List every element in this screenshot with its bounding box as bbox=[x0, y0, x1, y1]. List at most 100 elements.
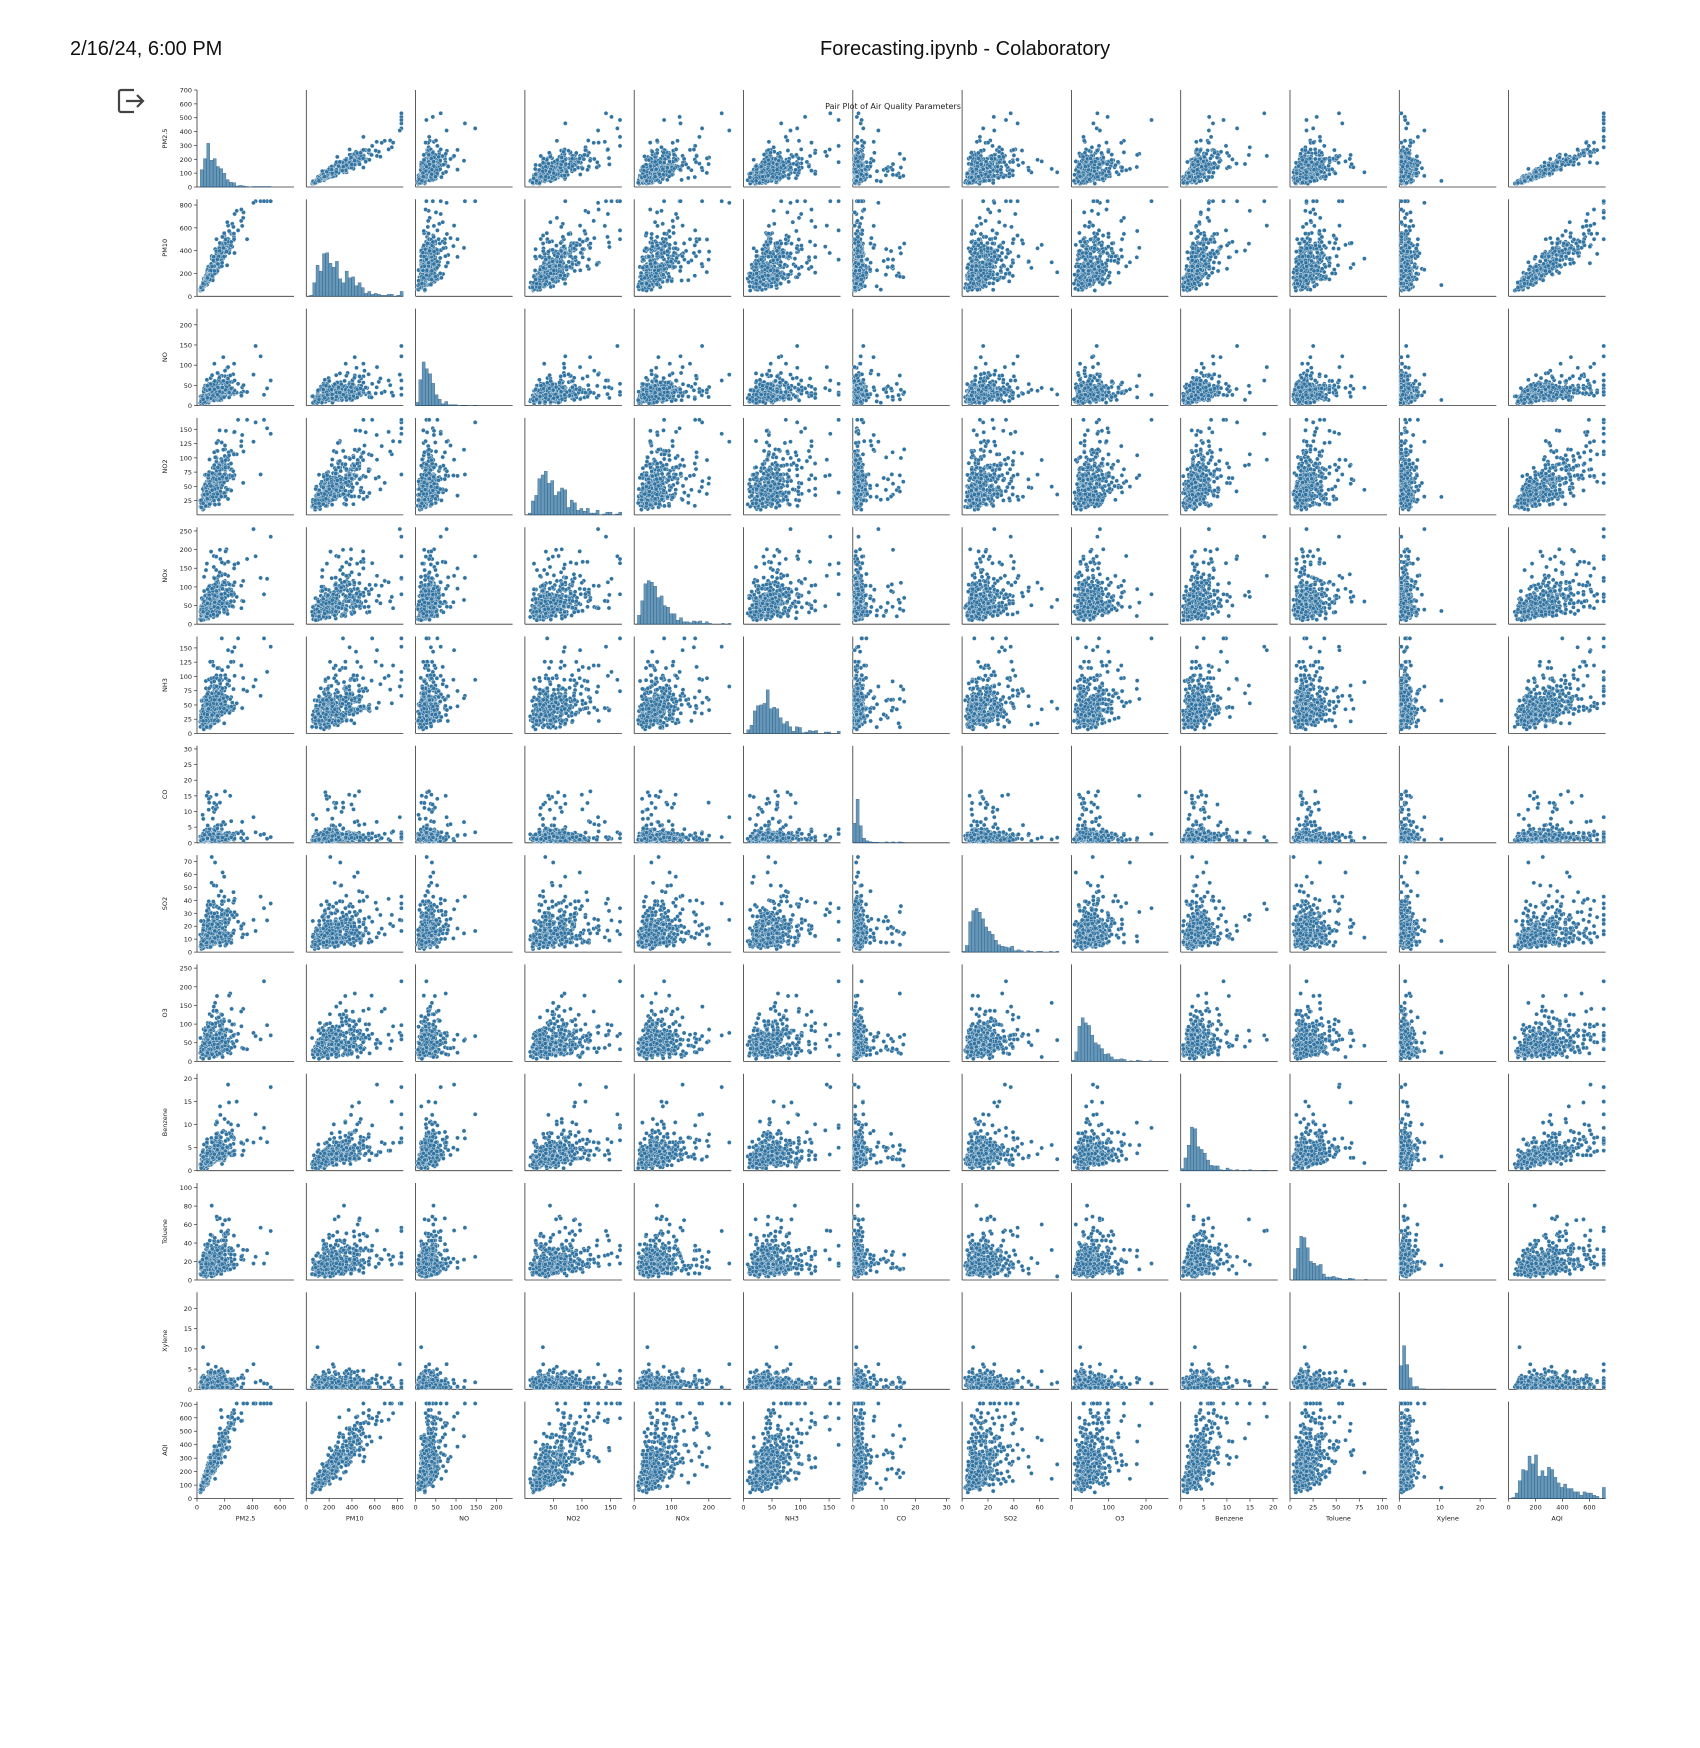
histogram-bar bbox=[239, 185, 242, 187]
scatter-point bbox=[370, 144, 374, 148]
histogram-bar bbox=[229, 182, 232, 187]
scatter-point bbox=[398, 128, 402, 132]
scatter-point bbox=[399, 111, 403, 115]
scatter-point bbox=[431, 151, 435, 155]
y-tick-label: 100 bbox=[180, 170, 192, 178]
scatter-point bbox=[563, 173, 567, 177]
scatter-point bbox=[552, 171, 556, 175]
y-tick-label: 300 bbox=[180, 142, 192, 150]
scatter-point bbox=[424, 165, 428, 169]
scatter-point bbox=[338, 160, 342, 164]
scatter-point bbox=[533, 167, 537, 171]
scatter-point bbox=[323, 175, 327, 179]
scatter-point bbox=[361, 165, 365, 169]
scatter-point bbox=[565, 170, 569, 174]
scatter-point bbox=[361, 135, 365, 139]
scatter-point bbox=[439, 147, 443, 151]
histogram-bar bbox=[265, 186, 268, 187]
scatter-point bbox=[340, 169, 344, 173]
scatter-point bbox=[341, 165, 345, 169]
y-tick-label: 700 bbox=[180, 87, 192, 95]
scatter-point bbox=[580, 167, 584, 171]
y-tick-label: 0 bbox=[188, 184, 192, 192]
scatter-point bbox=[444, 152, 448, 156]
histogram-bar bbox=[213, 159, 216, 187]
scatter-point bbox=[387, 147, 391, 151]
scatter-point bbox=[588, 159, 592, 163]
panel-NO2-vs-PM2.5 bbox=[525, 90, 622, 187]
panel-NO-vs-PM2.5 bbox=[416, 90, 513, 187]
scatter-point bbox=[437, 155, 441, 159]
scatter-point bbox=[422, 153, 426, 157]
histogram-bar bbox=[210, 160, 213, 187]
scatter-point bbox=[544, 165, 548, 169]
scatter-point bbox=[448, 157, 452, 161]
scatter-point bbox=[607, 156, 611, 160]
scatter-point bbox=[534, 172, 538, 176]
scatter-point bbox=[548, 170, 552, 174]
scatter-point bbox=[560, 155, 564, 159]
scatter-point bbox=[615, 126, 619, 130]
scatter-point bbox=[455, 168, 459, 172]
scatter-point bbox=[585, 168, 589, 172]
scatter-point bbox=[431, 115, 435, 119]
histogram-bar bbox=[242, 186, 245, 187]
scatter-point bbox=[370, 153, 374, 157]
scatter-point bbox=[420, 179, 424, 183]
scatter-point bbox=[335, 155, 339, 159]
scatter-point bbox=[561, 160, 565, 164]
scatter-point bbox=[570, 157, 574, 161]
scatter-point bbox=[675, 139, 679, 143]
scatter-point bbox=[618, 118, 622, 122]
histogram-bar bbox=[223, 173, 226, 187]
scatter-point bbox=[435, 144, 439, 148]
scatter-point bbox=[583, 148, 587, 152]
scatter-point bbox=[353, 159, 357, 163]
scatter-point bbox=[578, 156, 582, 160]
scatter-point bbox=[445, 128, 449, 132]
scatter-point bbox=[603, 140, 607, 144]
y-tick-label: 200 bbox=[180, 156, 192, 164]
scatter-point bbox=[592, 141, 596, 145]
scatter-point bbox=[604, 111, 608, 115]
scatter-point bbox=[375, 140, 379, 144]
histogram-bar bbox=[226, 180, 229, 187]
scatter-point bbox=[462, 159, 466, 163]
scatter-point bbox=[547, 151, 551, 155]
scatter-point bbox=[541, 169, 545, 173]
scatter-point bbox=[562, 150, 566, 154]
scatter-point bbox=[391, 141, 395, 145]
scatter-point bbox=[432, 164, 436, 168]
y-tick-label: 400 bbox=[180, 128, 192, 136]
scatter-point bbox=[534, 163, 538, 167]
histogram-bar bbox=[233, 183, 236, 187]
scatter-point bbox=[539, 175, 543, 179]
scatter-point bbox=[434, 138, 438, 142]
scatter-point bbox=[432, 160, 436, 164]
scatter-point bbox=[473, 126, 477, 130]
y-tick-label: 600 bbox=[180, 100, 192, 108]
y-tick-label: 500 bbox=[180, 114, 192, 122]
scatter-point bbox=[582, 153, 586, 157]
scatter-point bbox=[678, 115, 682, 119]
scatter-point bbox=[374, 149, 378, 153]
histogram-bar bbox=[207, 143, 210, 187]
scatter-point bbox=[399, 118, 403, 122]
scatter-point bbox=[596, 128, 600, 132]
histogram-bar bbox=[262, 186, 265, 187]
scatter-point bbox=[586, 138, 590, 142]
histogram-bar bbox=[246, 186, 249, 187]
y-axis-label: PM2.5 bbox=[161, 129, 169, 149]
scatter-point bbox=[330, 168, 334, 172]
scatter-point bbox=[609, 115, 613, 119]
scatter-point bbox=[574, 151, 578, 155]
scatter-point bbox=[438, 167, 442, 171]
scatter-point bbox=[618, 135, 622, 139]
scatter-point bbox=[334, 170, 338, 174]
scatter-point bbox=[595, 160, 599, 164]
histogram-bar bbox=[268, 186, 271, 187]
scatter-point bbox=[358, 162, 362, 166]
scatter-point bbox=[350, 162, 354, 166]
scatter-point bbox=[444, 170, 448, 174]
scatter-point bbox=[595, 165, 599, 169]
